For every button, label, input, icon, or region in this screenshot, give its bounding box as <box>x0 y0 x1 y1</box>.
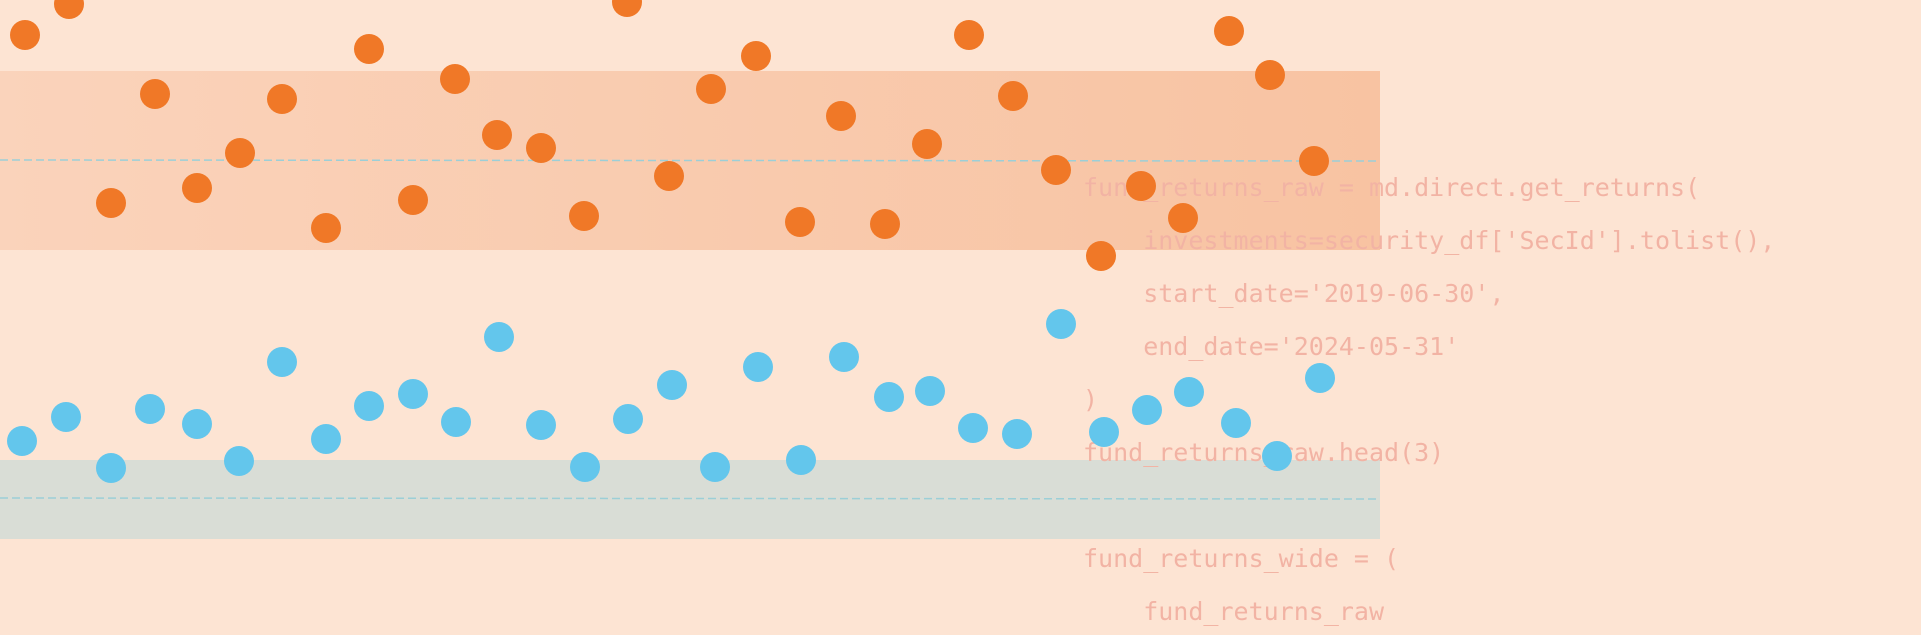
code-line: ) <box>1083 385 1099 414</box>
orange-dot <box>696 74 726 104</box>
orange-dot <box>182 173 212 203</box>
orange-dot <box>526 133 556 163</box>
orange-dot <box>398 185 428 215</box>
orange-dot <box>354 34 384 64</box>
blue-dot <box>1089 417 1119 447</box>
orange-dot <box>1255 60 1285 90</box>
orange-dot <box>96 188 126 218</box>
blue-dot <box>398 379 428 409</box>
blue-dot <box>135 394 165 424</box>
orange-dot <box>10 20 40 50</box>
blue-dot <box>1221 408 1251 438</box>
code-line: investments=security_df['SecId'].tolist(… <box>1083 226 1776 255</box>
blue-dot <box>657 370 687 400</box>
blue-dot <box>441 407 471 437</box>
blue-dot <box>1002 419 1032 449</box>
orange-dot <box>1086 241 1116 271</box>
code-line: fund_returns_raw <box>1083 597 1385 626</box>
blue-dashed-line <box>0 497 1381 500</box>
blue-dot <box>743 352 773 382</box>
orange-dot <box>482 120 512 150</box>
orange-dot <box>912 129 942 159</box>
orange-dot <box>1299 146 1329 176</box>
code-line: start_date='2019-06-30', <box>1083 279 1505 308</box>
orange-dot <box>440 64 470 94</box>
orange-dot <box>612 0 642 17</box>
orange-dot <box>998 81 1028 111</box>
blue-dot <box>311 424 341 454</box>
blue-dot <box>182 409 212 439</box>
blue-dot <box>613 404 643 434</box>
orange-dot <box>267 84 297 114</box>
orange-dot <box>311 213 341 243</box>
blue-dot <box>1262 441 1292 471</box>
blue-dot <box>874 382 904 412</box>
blue-dot <box>7 426 37 456</box>
blue-dot <box>1174 377 1204 407</box>
code-line: end_date='2024-05-31' <box>1083 332 1460 361</box>
blue-dot <box>1305 363 1335 393</box>
blue-dot <box>786 445 816 475</box>
blue-dot <box>267 347 297 377</box>
orange-dot <box>569 201 599 231</box>
orange-dot <box>1214 16 1244 46</box>
blue-dot <box>1046 309 1076 339</box>
code-line: fund_returns_wide = ( <box>1083 544 1400 573</box>
blue-dot <box>51 402 81 432</box>
blue-dot <box>224 446 254 476</box>
code-line: fund_returns_raw = md.direct.get_returns… <box>1083 173 1701 202</box>
orange-dot <box>654 161 684 191</box>
blue-dot <box>354 391 384 421</box>
orange-dot <box>1126 171 1156 201</box>
blue-dot <box>526 410 556 440</box>
orange-dot <box>140 79 170 109</box>
blue-dot <box>96 453 126 483</box>
blue-dot <box>700 452 730 482</box>
orange-dot <box>826 101 856 131</box>
orange-dot <box>785 207 815 237</box>
blue-dot <box>829 342 859 372</box>
blue-dot <box>570 452 600 482</box>
orange-dot <box>225 138 255 168</box>
orange-dot <box>954 20 984 50</box>
blue-dot <box>915 376 945 406</box>
orange-dot <box>1041 155 1071 185</box>
blue-dot <box>484 322 514 352</box>
blue-band <box>0 460 1380 539</box>
orange-dot <box>1168 203 1198 233</box>
orange-dot <box>870 209 900 239</box>
orange-dot <box>741 41 771 71</box>
blue-dot <box>1132 395 1162 425</box>
orange-dot <box>54 0 84 19</box>
blue-dot <box>958 413 988 443</box>
